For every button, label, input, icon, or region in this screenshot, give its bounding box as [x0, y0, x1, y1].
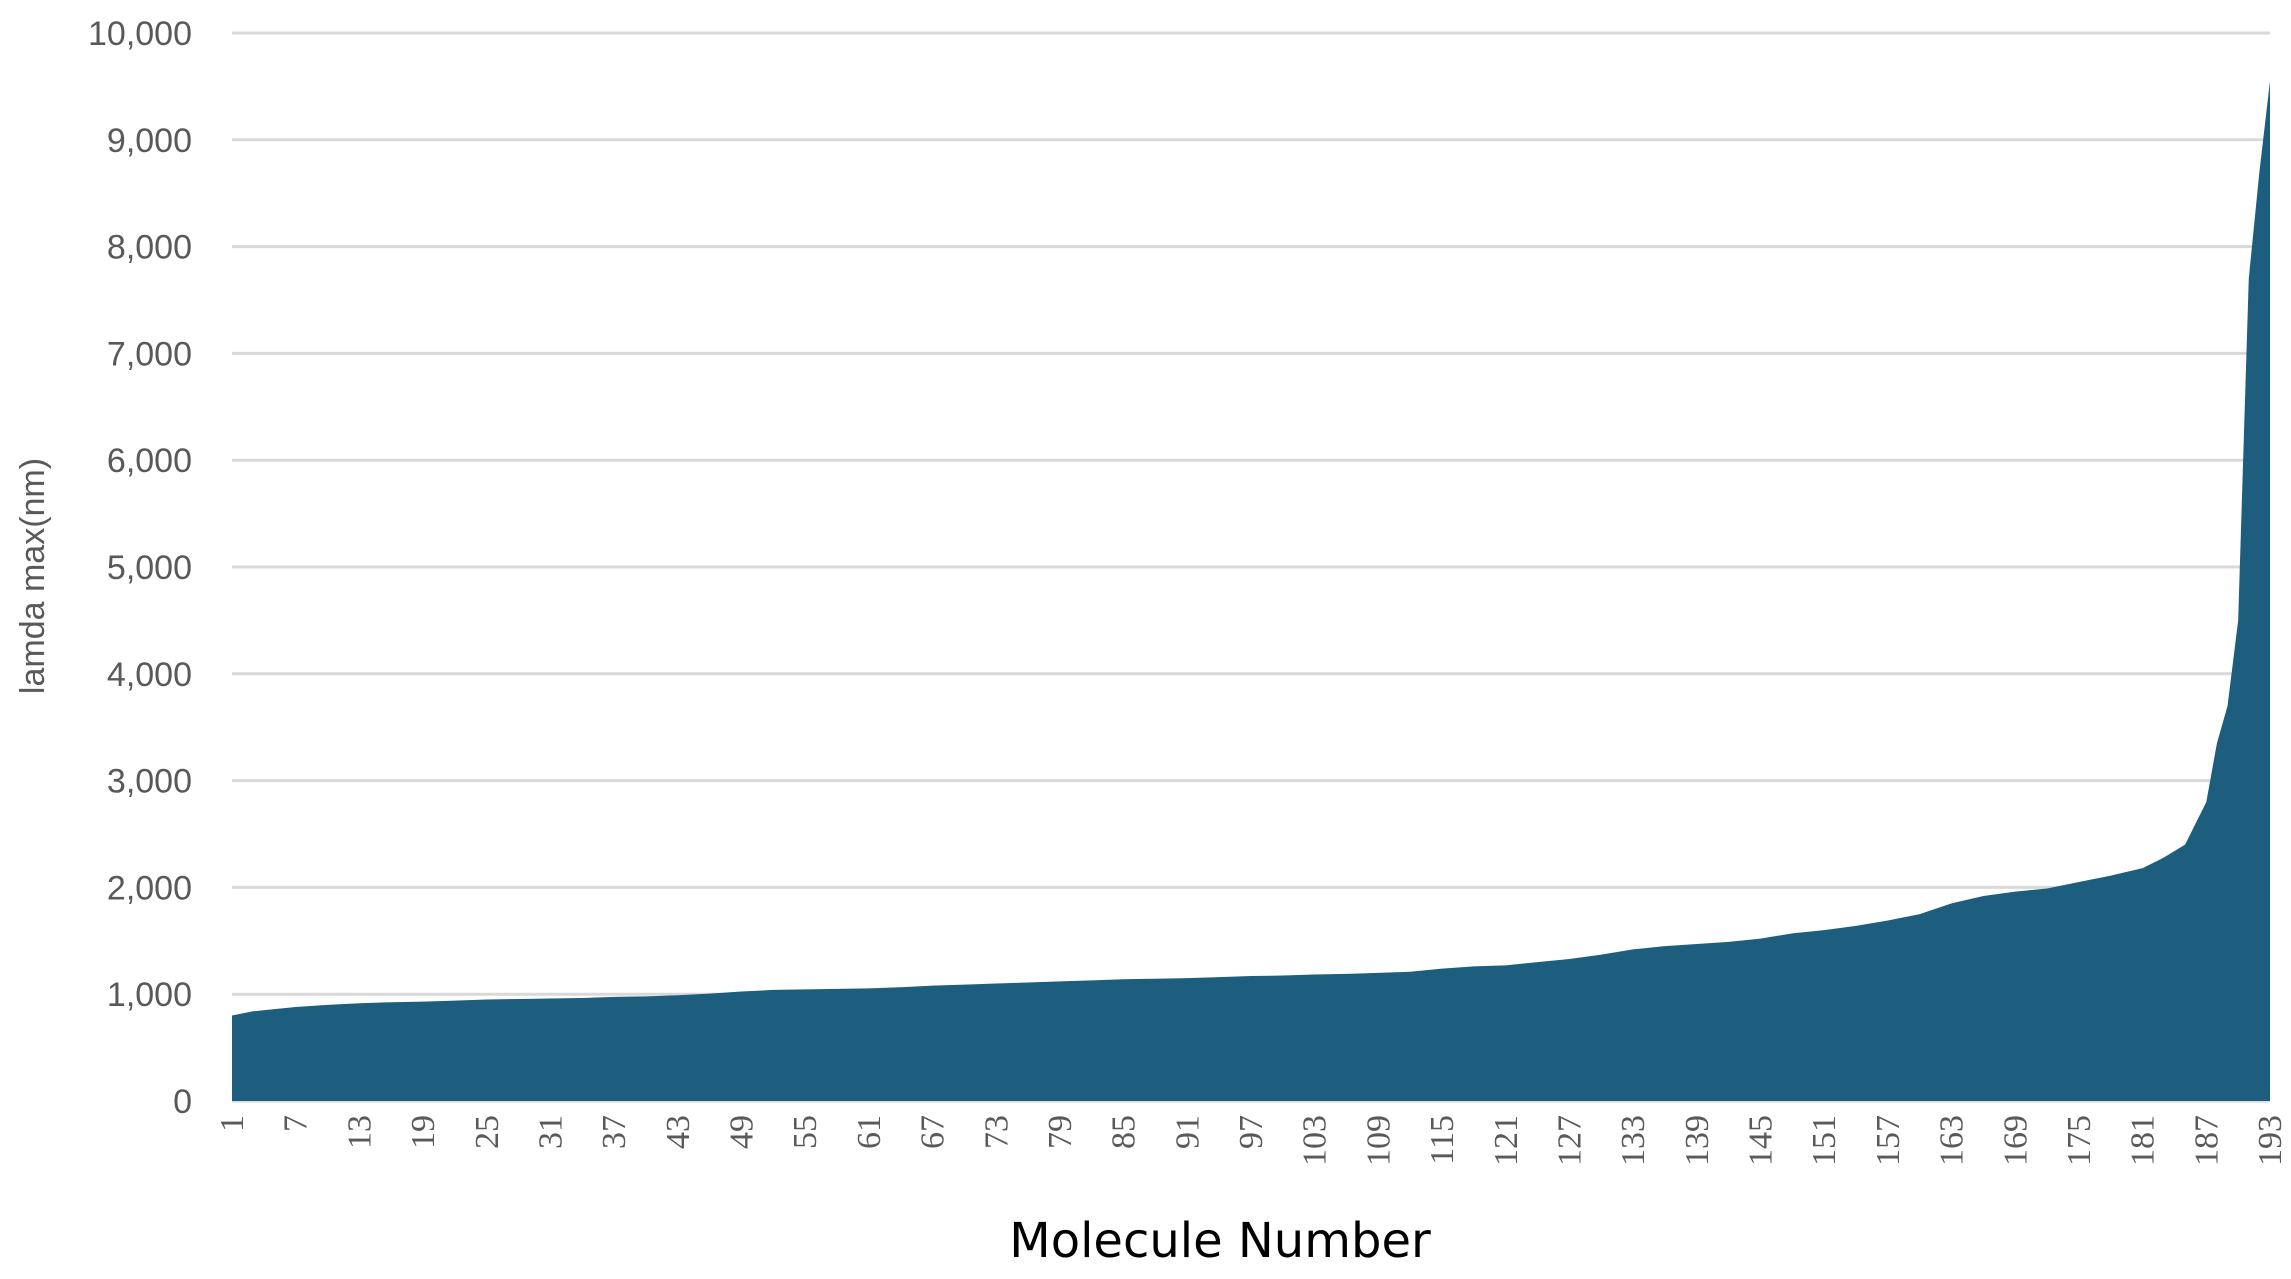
- x-tick-label: 91: [1169, 1115, 1206, 1149]
- x-axis-title: Molecule Number: [1009, 1213, 1431, 1269]
- x-tick-label: 61: [851, 1115, 888, 1149]
- y-axis-title: lamda max(nm): [14, 458, 52, 694]
- gridlines: [232, 31, 2270, 1103]
- y-axis-ticks: 0 1,000 2,000 3,000 4,000 5,000 6,000 7,000 8,00…: [88, 15, 192, 1121]
- y-tick-label: 10,000: [88, 15, 192, 53]
- x-tick-label: 133: [1615, 1115, 1652, 1166]
- x-tick-label: 187: [2188, 1115, 2225, 1166]
- x-tick-label: 49: [724, 1115, 761, 1149]
- x-tick-label: 139: [1679, 1115, 1716, 1166]
- y-tick-label: 6,000: [107, 442, 192, 480]
- x-tick-label: 127: [1551, 1115, 1588, 1166]
- plot-area: [232, 81, 2270, 1101]
- x-tick-label: 25: [469, 1115, 506, 1149]
- y-tick-label: 1,000: [107, 976, 192, 1014]
- x-tick-label: 79: [1042, 1115, 1079, 1149]
- y-tick-label: 5,000: [107, 549, 192, 587]
- x-tick-label: 85: [1106, 1115, 1143, 1149]
- x-tick-label: 109: [1360, 1115, 1397, 1166]
- x-tick-label: 181: [2125, 1115, 2162, 1166]
- x-axis-ticks: 1 7 13 19 25 31 37 43 49 55 61 67 73 79 85 91 97 103 109 11…: [214, 1115, 2289, 1166]
- x-tick-label: 67: [915, 1115, 952, 1149]
- x-tick-label: 7: [278, 1115, 315, 1132]
- x-tick-label: 37: [596, 1115, 633, 1149]
- x-tick-label: 115: [1424, 1115, 1461, 1165]
- x-tick-label: 97: [1233, 1115, 1270, 1149]
- y-tick-label: 7,000: [107, 335, 192, 373]
- x-tick-label: 151: [1806, 1115, 1843, 1166]
- x-tick-label: 175: [2061, 1115, 2098, 1166]
- x-tick-label: 169: [1997, 1115, 2034, 1166]
- series-area: [232, 81, 2270, 1101]
- y-tick-label: 3,000: [107, 763, 192, 801]
- x-tick-label: 55: [787, 1115, 824, 1149]
- x-tick-label: 73: [978, 1115, 1015, 1149]
- x-tick-label: 157: [1870, 1115, 1907, 1166]
- x-tick-label: 13: [341, 1115, 378, 1149]
- y-tick-label: 9,000: [107, 122, 192, 160]
- x-tick-label: 1: [214, 1115, 251, 1132]
- x-tick-label: 43: [660, 1115, 697, 1149]
- x-tick-label: 19: [405, 1115, 442, 1149]
- x-tick-label: 145: [1743, 1115, 1780, 1166]
- y-tick-label: 8,000: [107, 229, 192, 267]
- y-tick-label: 4,000: [107, 656, 192, 694]
- x-tick-label: 163: [1934, 1115, 1971, 1166]
- x-tick-label: 121: [1488, 1115, 1525, 1166]
- x-tick-label: 103: [1297, 1115, 1334, 1166]
- x-tick-label: 31: [532, 1115, 569, 1149]
- x-tick-label: 193: [2252, 1115, 2289, 1166]
- y-tick-label: 0: [173, 1083, 192, 1121]
- y-tick-label: 2,000: [107, 869, 192, 907]
